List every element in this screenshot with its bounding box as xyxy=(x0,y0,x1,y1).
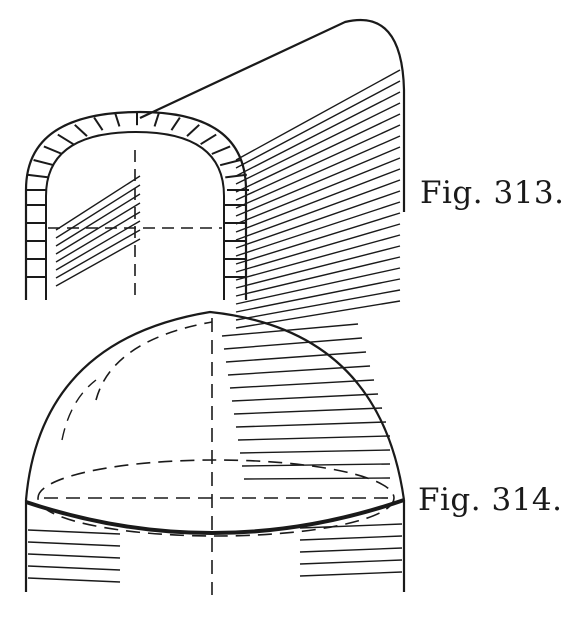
dome-drawing xyxy=(24,310,406,595)
voussoir-joint xyxy=(200,133,217,146)
hatch-line xyxy=(235,201,401,257)
dome-masonry-courses xyxy=(221,323,391,480)
dome-base-ellipse xyxy=(37,459,395,537)
voussoir-joint xyxy=(114,112,121,127)
hatch-line xyxy=(235,124,401,201)
hatch-line xyxy=(235,289,401,321)
dome-course xyxy=(231,393,379,402)
drum-course-right xyxy=(299,547,403,553)
inner-hatch-line xyxy=(55,211,141,263)
drum-course-right xyxy=(299,571,403,577)
vault-back-outline xyxy=(139,18,406,212)
dome-course xyxy=(233,407,383,415)
drum-course-left xyxy=(27,565,121,571)
hatch-line xyxy=(235,234,401,281)
voussoir-joint xyxy=(153,112,160,127)
inner-hatch-line xyxy=(55,229,141,279)
hatch-line xyxy=(235,157,401,225)
drum-course-right xyxy=(299,523,403,529)
hatch-line xyxy=(235,135,401,209)
dome-course xyxy=(221,323,359,337)
hatch-line xyxy=(235,190,401,249)
inner-hatch-line xyxy=(55,220,141,271)
hatch-line xyxy=(235,212,401,265)
drum-masonry xyxy=(27,523,403,583)
voussoir-joint xyxy=(186,124,200,137)
hatch-line xyxy=(235,80,401,169)
hatch-line xyxy=(235,245,401,289)
dome-course xyxy=(243,477,391,480)
inner-hatch-line xyxy=(55,193,141,247)
voussoir-joint xyxy=(27,173,49,179)
voussoir-joint xyxy=(170,117,181,131)
hatch-line xyxy=(235,278,401,313)
dome-course xyxy=(239,449,391,454)
inner-hatch-line xyxy=(55,184,141,239)
figure-314-caption: Fig. 314. xyxy=(418,482,563,518)
drum-course-right xyxy=(299,559,403,565)
drum-course-left xyxy=(27,553,121,559)
hatch-line xyxy=(235,146,401,217)
arch-voussoirs xyxy=(25,111,249,278)
drum-course-right xyxy=(299,535,403,541)
drum-course-left xyxy=(27,577,121,583)
dome-meridian xyxy=(95,321,213,401)
inner-hatch-line xyxy=(55,238,141,287)
dome-base-ring xyxy=(25,498,405,535)
voussoir-joint xyxy=(219,159,241,167)
hatch-line xyxy=(235,113,401,193)
vault-outer-arch xyxy=(24,110,248,300)
dome-course xyxy=(225,351,367,363)
inner-hatch-line xyxy=(55,175,141,231)
hatch-line xyxy=(235,102,401,185)
hatch-line xyxy=(235,69,401,161)
hatch-line xyxy=(235,267,401,305)
figure-313-caption: Fig. 313. xyxy=(420,175,565,211)
hatch-line xyxy=(235,223,401,273)
voussoir-joint xyxy=(211,145,231,155)
barrel-hatching xyxy=(55,69,401,329)
dome-course xyxy=(227,365,371,376)
hatch-line xyxy=(235,179,401,241)
dome-course xyxy=(223,337,363,350)
dome-meridian-left xyxy=(61,379,97,441)
voussoir-joint xyxy=(33,159,55,167)
voussoir-joint xyxy=(74,124,88,137)
vault-inner-arch xyxy=(45,130,225,300)
hatch-line xyxy=(235,168,401,233)
hatch-line xyxy=(235,91,401,177)
voussoir-joint xyxy=(93,117,104,131)
voussoir-joint xyxy=(43,145,63,155)
hatch-line xyxy=(235,256,401,297)
barrel-vault-drawing xyxy=(24,18,406,329)
voussoir-joint xyxy=(57,133,74,146)
dome-course xyxy=(229,379,375,389)
dome-course xyxy=(241,463,391,467)
dome-course xyxy=(235,421,387,428)
drum-course-left xyxy=(27,529,121,535)
dome-course xyxy=(237,435,391,441)
drum-course-left xyxy=(27,541,121,547)
